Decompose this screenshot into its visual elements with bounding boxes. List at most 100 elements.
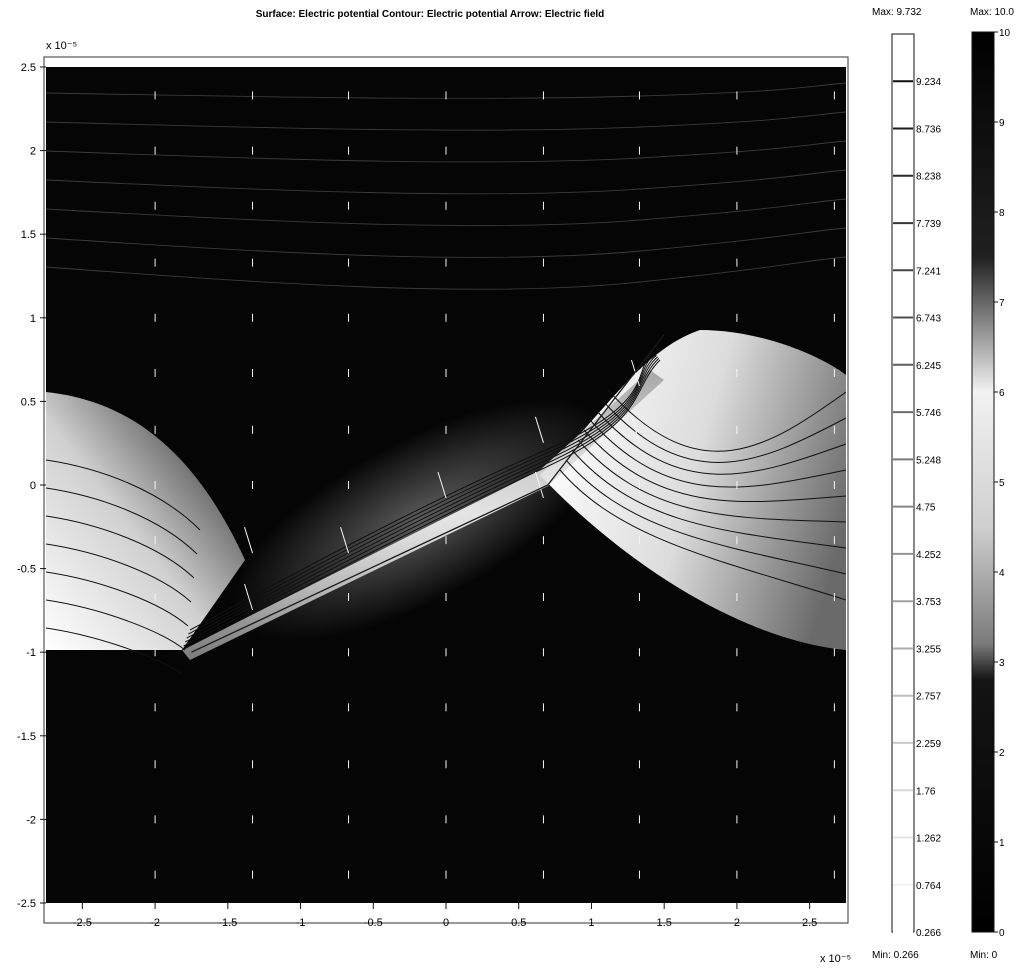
contour-line	[607, 389, 846, 452]
y-tick-label: 2	[30, 146, 36, 158]
field-arrow	[340, 527, 350, 554]
contour-line	[46, 515, 195, 579]
surface-tick-label: 5	[999, 478, 1005, 489]
contour-line	[183, 358, 660, 647]
contour-line	[46, 82, 846, 99]
contour-colorbar-min: Min: 0.266	[872, 950, 919, 961]
y-tick-label: -0.5	[17, 564, 36, 576]
contour-levels: 9.234 8.736 8.238 7.739 7.241 6.743 6.245 5.746…	[893, 77, 941, 939]
contour-line	[46, 111, 846, 131]
surface-tick-label: 3	[999, 658, 1005, 669]
y-tick-label: 1.5	[21, 229, 36, 241]
surface-colorbar-max: Max: 10.0	[970, 7, 1014, 18]
x-scale-label: x 10⁻⁵	[820, 953, 851, 965]
field-arrow	[244, 583, 254, 611]
contour-level-label: 5.248	[916, 455, 941, 466]
contour-level-label: 1.262	[916, 834, 941, 845]
contour-lines	[46, 351, 846, 675]
surface-tick-label: 10	[999, 28, 1011, 39]
surface-colorbar-min: Min: 0	[970, 950, 998, 961]
contour-line	[46, 627, 183, 675]
contour-line	[577, 439, 846, 523]
upper-contour-lines	[46, 82, 846, 290]
contour-line	[184, 356, 658, 643]
contour-level-label: 4.75	[916, 503, 936, 514]
y-axis: 2.5 2 1.5 1 0.5 0 -0.5 -1 -1.5 -2 -2.5	[17, 62, 46, 910]
left-potential-lobe	[46, 392, 245, 650]
contour-level-label: 1.76	[916, 786, 936, 797]
contour-level-label: 2.259	[916, 739, 941, 750]
contour-level-label: 0.764	[916, 881, 941, 892]
contour-line	[46, 227, 846, 258]
surface-colorbar-frame	[971, 31, 995, 933]
y-tick-label: -2	[26, 814, 36, 826]
surface-tick-label: 4	[999, 568, 1005, 579]
contour-level-label: 6.245	[916, 361, 941, 372]
x-tick-label: 2.5	[802, 917, 817, 929]
x-tick-label: -0.5	[364, 917, 383, 929]
contour-line	[46, 459, 201, 531]
x-tick-label: 1.5	[657, 917, 672, 929]
contour-line	[46, 599, 186, 651]
contour-level-label: 3.255	[916, 644, 941, 655]
contour-level-label: 9.234	[916, 77, 941, 88]
field-arrow	[630, 416, 640, 443]
x-tick-label: 0.5	[511, 917, 526, 929]
contour-line	[46, 198, 846, 227]
x-tick-label: -1	[296, 917, 306, 929]
contour-line	[595, 409, 846, 475]
y-scale-label: x 10⁻⁵	[46, 40, 77, 52]
contour-level-label: 6.743	[916, 314, 941, 325]
contour-line	[186, 354, 657, 639]
contour-level-label: 7.241	[916, 266, 941, 277]
contour-line	[189, 351, 655, 631]
y-tick-label: 2.5	[21, 62, 36, 74]
surface-tick-label: 9	[999, 118, 1005, 129]
contour-level-label: 8.736	[916, 124, 941, 135]
contour-colorbar: Max: 9.732 9.234 8.736 8.238 7.739 7.241 6.74…	[872, 7, 941, 961]
contour-line	[46, 487, 198, 555]
field-arrow	[244, 527, 254, 554]
contour-line	[46, 571, 189, 627]
contour-line	[583, 429, 846, 503]
y-tick-label: 1	[30, 313, 36, 325]
contour-line	[46, 543, 192, 603]
y-tick-label: 0.5	[21, 396, 36, 408]
plot-title: Surface: Electric potential Contour: Ele…	[256, 9, 605, 20]
electrode-band	[182, 370, 664, 660]
electrode-line	[191, 334, 665, 653]
x-tick-label: -2.5	[73, 917, 92, 929]
contour-level-label: 2.757	[916, 692, 941, 703]
contour-level-label: 0.266	[916, 928, 941, 939]
x-tick-label: 0	[443, 917, 449, 929]
y-tick-label: -2.5	[17, 898, 36, 910]
field-arrow	[630, 359, 640, 387]
x-tick-label: -1.5	[218, 917, 237, 929]
contour-level-label: 5.746	[916, 408, 941, 419]
y-tick-label: -1.5	[17, 731, 36, 743]
contour-line	[46, 256, 846, 290]
surface-tick-label: 0	[999, 928, 1005, 939]
x-tick-label: 1	[588, 917, 594, 929]
contour-line	[181, 359, 661, 651]
contour-level-label: 4.252	[916, 550, 941, 561]
x-tick-label: 2	[734, 917, 740, 929]
surface-tick-label: 7	[999, 298, 1005, 309]
field-arrow	[437, 471, 447, 499]
contour-colorbar-frame	[891, 33, 915, 933]
surface-tick-label: 2	[999, 748, 1005, 759]
surface-tick-label: 8	[999, 208, 1005, 219]
contour-level-label: 3.753	[916, 597, 941, 608]
plot-area: -2.5 -2 -1.5 -1 -0.5 0 0.5 1 1.5 2 2.5 2.5 2 1.5 1 0.5…	[17, 40, 851, 965]
contour-line	[46, 169, 846, 195]
contour-level-label: 8.238	[916, 172, 941, 183]
contour-line	[559, 469, 846, 601]
contour-line	[46, 140, 846, 163]
contour-line	[565, 459, 846, 575]
electric-field-arrows	[154, 91, 835, 879]
y-tick-label: -1	[26, 647, 36, 659]
field-arrow	[534, 416, 544, 443]
